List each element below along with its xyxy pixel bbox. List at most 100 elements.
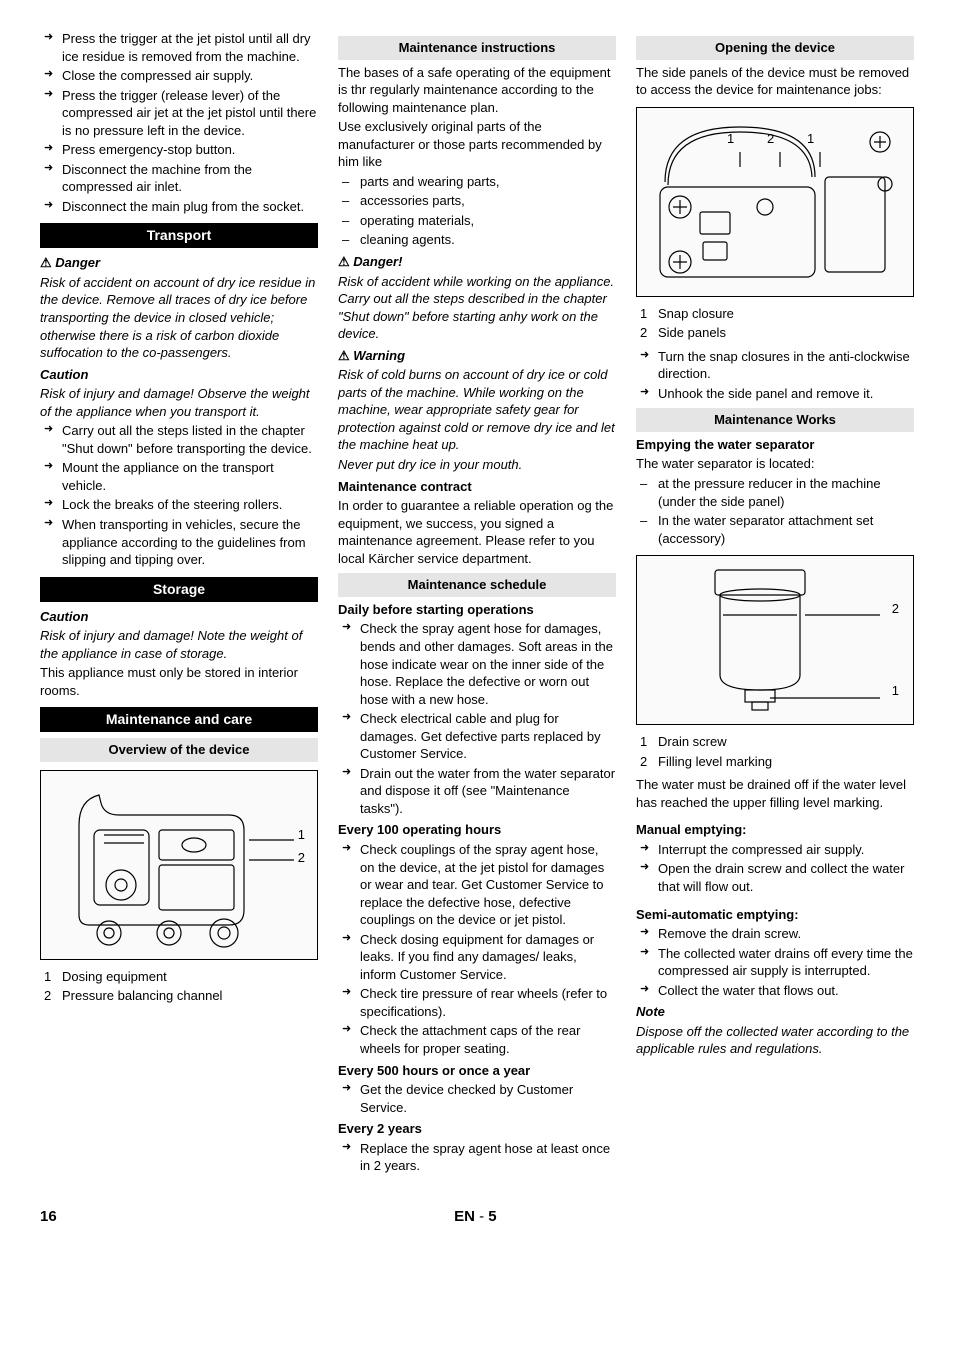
callout-2: 2 <box>298 849 305 867</box>
storage-text-1: Risk of injury and damage! Note the weig… <box>40 627 318 662</box>
list-item: Check the spray agent hose for damages, … <box>338 620 616 708</box>
drain-text: The water must be drained off if the wat… <box>636 776 914 811</box>
subheading-overview: Overview of the device <box>40 738 318 762</box>
transport-steps: Carry out all the steps listed in the ch… <box>40 422 318 568</box>
daily-steps: Check the spray agent hose for damages, … <box>338 620 616 817</box>
callout-2b: 2 <box>892 600 899 618</box>
danger-label: Danger <box>40 254 318 272</box>
list-item: Disconnect the machine from the compress… <box>40 161 318 196</box>
danger-text-2: Risk of accident while working on the ap… <box>338 273 616 343</box>
list-item: Press the trigger at the jet pistol unti… <box>40 30 318 65</box>
legend-item: 2Pressure balancing channel <box>40 987 318 1005</box>
storage-caution-label: Caution <box>40 608 318 626</box>
opening-text: The side panels of the device must be re… <box>636 64 914 99</box>
y2-steps: Replace the spray agent hose at least on… <box>338 1140 616 1175</box>
figure-separator-legend: 1Drain screw 2Filling level marking <box>636 733 914 770</box>
list-item: Check tire pressure of rear wheels (refe… <box>338 985 616 1020</box>
legend-item: 2Side panels <box>636 324 914 342</box>
caution-text: Risk of injury and damage! Observe the w… <box>40 385 318 420</box>
list-item: at the pressure reducer in the machine (… <box>636 475 914 510</box>
list-item: In the water separator attachment set (a… <box>636 512 914 547</box>
manual-heading: Manual emptying: <box>636 821 914 839</box>
danger-text: Risk of accident on account of dry ice r… <box>40 274 318 362</box>
manual-steps: Interrupt the compressed air supply.Open… <box>636 841 914 896</box>
list-item: Disconnect the main plug from the socket… <box>40 198 318 216</box>
list-item: operating materials, <box>338 212 616 230</box>
figure-device-overview: 1 2 <box>40 770 318 960</box>
contract-text: In order to guarantee a reliable operati… <box>338 497 616 567</box>
list-item: Close the compressed air supply. <box>40 67 318 85</box>
instructions-intro-1: The bases of a safe operating of the equ… <box>338 64 616 117</box>
callout-1a: 1 <box>727 130 734 148</box>
list-item: Interrupt the compressed air supply. <box>636 841 914 859</box>
legend-item: 2Filling level marking <box>636 753 914 771</box>
list-item: Check the attachment caps of the rear wh… <box>338 1022 616 1057</box>
instructions-intro-2: Use exclusively original parts of the ma… <box>338 118 616 171</box>
empty-heading: Empying the water separator <box>636 436 914 454</box>
h100-heading: Every 100 operating hours <box>338 821 616 839</box>
parts-list: parts and wearing parts,accessories part… <box>338 173 616 249</box>
list-item: accessories parts, <box>338 192 616 210</box>
legend-item: 1Snap closure <box>636 305 914 323</box>
list-item: Check couplings of the spray agent hose,… <box>338 841 616 929</box>
daily-heading: Daily before starting operations <box>338 601 616 619</box>
warning-text-2: Never put dry ice in your mouth. <box>338 456 616 474</box>
list-item: Carry out all the steps listed in the ch… <box>40 422 318 457</box>
caution-label: Caution <box>40 366 318 384</box>
warning-text-1: Risk of cold burns on account of dry ice… <box>338 366 616 454</box>
subheading-instructions: Maintenance instructions <box>338 36 616 60</box>
figure-1-legend: 1Dosing equipment2Pressure balancing cha… <box>40 968 318 1005</box>
figure-opening-legend: 1Snap closure2Side panels <box>636 305 914 342</box>
h500-heading: Every 500 hours or once a year <box>338 1062 616 1080</box>
figure-opening-device: 1 2 1 <box>636 107 914 297</box>
contract-heading: Maintenance contract <box>338 478 616 496</box>
subheading-schedule: Maintenance schedule <box>338 573 616 597</box>
heading-maintenance-care: Maintenance and care <box>40 707 318 732</box>
subheading-works: Maintenance Works <box>636 408 914 432</box>
footer-page-left: 16 <box>40 1207 57 1227</box>
list-item: Mount the appliance on the transport veh… <box>40 459 318 494</box>
danger-label-2: Danger! <box>338 253 616 271</box>
heading-storage: Storage <box>40 577 318 602</box>
list-item: The collected water drains off every tim… <box>636 945 914 980</box>
list-item: Press the trigger (release lever) of the… <box>40 87 318 140</box>
callout-1c: 1 <box>892 682 899 700</box>
list-item: Remove the drain screw. <box>636 925 914 943</box>
page-footer: 16 EN - 5 <box>40 1207 914 1227</box>
warning-label: Warning <box>338 347 616 365</box>
heading-transport: Transport <box>40 223 318 248</box>
list-item: Replace the spray agent hose at least on… <box>338 1140 616 1175</box>
h100-steps: Check couplings of the spray agent hose,… <box>338 841 616 1058</box>
list-item: Press emergency-stop button. <box>40 141 318 159</box>
list-item: parts and wearing parts, <box>338 173 616 191</box>
callout-2a: 2 <box>767 130 774 148</box>
separator-location-list: at the pressure reducer in the machine (… <box>636 475 914 547</box>
callout-1: 1 <box>298 826 305 844</box>
empty-text: The water separator is located: <box>636 455 914 473</box>
callout-1b: 1 <box>807 130 814 148</box>
list-item: Collect the water that flows out. <box>636 982 914 1000</box>
note-text: Dispose off the collected water accordin… <box>636 1023 914 1058</box>
list-item: Check dosing equipment for damages or le… <box>338 931 616 984</box>
list-item: Check electrical cable and plug for dama… <box>338 710 616 763</box>
semi-heading: Semi-automatic emptying: <box>636 906 914 924</box>
footer-center: EN - 5 <box>57 1207 894 1227</box>
legend-item: 1Drain screw <box>636 733 914 751</box>
list-item: Get the device checked by Customer Servi… <box>338 1081 616 1116</box>
shutdown-steps: Press the trigger at the jet pistol unti… <box>40 30 318 215</box>
list-item: Unhook the side panel and remove it. <box>636 385 914 403</box>
storage-text-2: This appliance must only be stored in in… <box>40 664 318 699</box>
semi-steps: Remove the drain screw. The collected wat… <box>636 925 914 999</box>
y2-heading: Every 2 years <box>338 1120 616 1138</box>
list-item: Open the drain screw and collect the wat… <box>636 860 914 895</box>
list-item: cleaning agents. <box>338 231 616 249</box>
list-item: When transporting in vehicles, secure th… <box>40 516 318 569</box>
column-1: Press the trigger at the jet pistol unti… <box>40 30 318 1177</box>
list-item: Lock the breaks of the steering rollers. <box>40 496 318 514</box>
h500-steps: Get the device checked by Customer Servi… <box>338 1081 616 1116</box>
column-2: Maintenance instructions The bases of a … <box>338 30 616 1177</box>
legend-item: 1Dosing equipment <box>40 968 318 986</box>
column-3: Opening the device The side panels of th… <box>636 30 914 1177</box>
list-item: Turn the snap closures in the anti-clock… <box>636 348 914 383</box>
note-label: Note <box>636 1003 914 1021</box>
